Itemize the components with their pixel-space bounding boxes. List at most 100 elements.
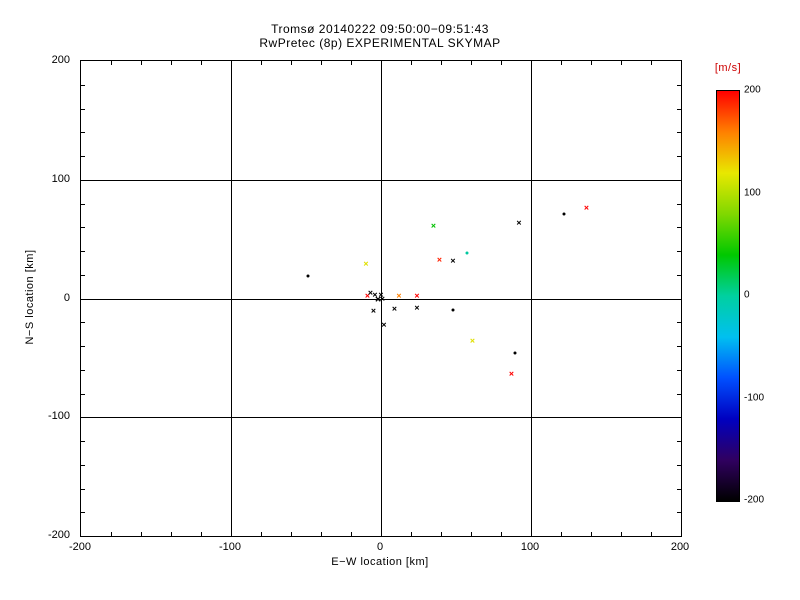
minor-tick — [81, 84, 85, 86]
x-axis-label: E−W location [km] — [331, 556, 429, 568]
y-tick-label: 0 — [63, 291, 70, 304]
x-tick-label: -100 — [218, 541, 242, 553]
data-point — [513, 351, 516, 355]
minor-tick — [651, 532, 652, 536]
minor-tick — [621, 61, 622, 65]
data-point: × — [379, 294, 386, 305]
minor-tick — [651, 61, 652, 65]
minor-tick — [621, 532, 622, 536]
data-point: × — [508, 369, 515, 379]
grid-line-horizontal — [81, 417, 681, 419]
minor-tick — [677, 156, 681, 157]
minor-tick — [561, 532, 562, 536]
y-axis-label: N−S location [km] — [24, 249, 36, 345]
minor-tick — [321, 61, 322, 65]
data-point: × — [381, 320, 387, 331]
y-tick-label: 100 — [51, 172, 70, 185]
data-point: × — [363, 259, 369, 270]
data-point: × — [516, 218, 522, 229]
minor-tick — [291, 532, 292, 536]
minor-tick — [677, 274, 681, 276]
minor-tick — [81, 156, 85, 157]
data-point: × — [583, 203, 590, 214]
minor-tick — [81, 488, 85, 490]
data-point — [306, 274, 309, 278]
minor-tick — [441, 61, 442, 65]
data-point — [562, 212, 566, 216]
data-point: × — [450, 256, 456, 267]
minor-tick — [677, 108, 681, 110]
data-point — [451, 308, 455, 312]
minor-tick — [81, 512, 85, 514]
data-point: × — [367, 288, 374, 299]
y-axis-tick-labels: -200 -100 0 100 200 — [28, 54, 74, 541]
colorbar-tick-label: 0 — [744, 289, 750, 301]
minor-tick — [677, 322, 681, 324]
data-point: × — [391, 304, 398, 315]
minor-tick — [201, 532, 202, 536]
data-point: × — [396, 291, 402, 302]
data-point: × — [436, 255, 443, 265]
minor-tick — [81, 464, 85, 466]
colorbar-tick-label: -200 — [744, 494, 765, 506]
x-axis-tick-labels: -200 -100 0 100 200 — [69, 541, 689, 555]
minor-tick — [261, 532, 262, 536]
data-point: × — [414, 291, 420, 302]
data-point — [465, 251, 468, 255]
data-point: × — [364, 291, 371, 302]
chart-title: Tromsø 20140222 09:50:00−09:51:43 — [271, 22, 489, 36]
x-tick-label: 100 — [520, 541, 540, 553]
minor-tick — [81, 108, 85, 110]
minor-tick — [81, 251, 85, 252]
minor-tick — [81, 393, 85, 395]
colorbar-unit-label: [m/s] — [714, 62, 742, 74]
minor-tick — [141, 61, 142, 65]
minor-tick — [471, 61, 472, 65]
minor-tick — [677, 346, 681, 347]
colorbar-tick-labels: 200 100 0 -100 -200 — [744, 85, 788, 506]
minor-tick — [591, 61, 592, 65]
minor-tick — [201, 61, 202, 65]
minor-tick — [81, 346, 85, 347]
minor-tick — [677, 227, 681, 229]
minor-tick — [321, 532, 322, 536]
minor-tick — [81, 322, 85, 324]
minor-tick — [81, 132, 85, 134]
minor-tick — [141, 532, 142, 536]
y-tick-label: -100 — [47, 410, 70, 423]
minor-tick — [111, 532, 112, 536]
minor-tick — [351, 532, 352, 536]
minor-tick — [677, 203, 681, 205]
minor-tick — [111, 61, 112, 65]
data-point: × — [414, 303, 420, 314]
minor-tick — [81, 441, 85, 442]
minor-tick — [591, 532, 592, 536]
colorbar-gradient — [716, 90, 740, 502]
minor-tick — [351, 61, 352, 65]
minor-tick — [171, 61, 172, 65]
colorbar-tick-label: 100 — [744, 187, 761, 198]
colorbar-tick-label: 200 — [744, 84, 761, 96]
minor-tick — [501, 532, 502, 536]
data-point: × — [372, 290, 378, 301]
minor-tick — [677, 84, 681, 86]
minor-tick — [677, 393, 681, 395]
data-point: × — [469, 336, 476, 347]
data-point: × — [374, 292, 382, 305]
minor-tick — [677, 441, 681, 442]
data-point: × — [430, 221, 437, 232]
minor-tick — [677, 464, 681, 466]
minor-tick — [291, 61, 292, 65]
chart-subtitle: RwPretec (8p) EXPERIMENTAL SKYMAP — [259, 36, 501, 50]
minor-tick — [677, 512, 681, 514]
data-point: × — [378, 290, 384, 301]
minor-tick — [411, 532, 412, 536]
minor-tick — [81, 369, 85, 371]
minor-tick — [501, 61, 502, 65]
x-tick-label: 200 — [670, 541, 690, 553]
x-tick-label: -200 — [68, 541, 92, 553]
colorbar-tick-label: -100 — [744, 392, 765, 403]
minor-tick — [677, 369, 681, 371]
plot-area: × × × × × × × × × × × × × × × × × × × × — [80, 60, 682, 537]
